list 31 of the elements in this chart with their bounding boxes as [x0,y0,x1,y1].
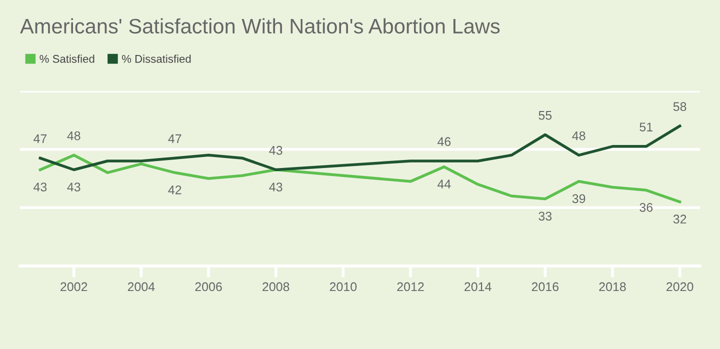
legend-label: % Dissatisfied [122,54,191,63]
data-label: 44 [437,180,451,188]
x-tick-label: 2008 [262,282,290,292]
x-tick-label: 2020 [666,282,694,292]
data-label: 33 [538,212,552,221]
data-label: 43 [269,182,282,192]
x-tick-label: 2002 [60,282,88,292]
data-label: 32 [673,214,686,224]
x-tick-label: 2006 [195,282,222,292]
x-tick-label: 2016 [532,282,559,292]
data-label: 47 [34,134,47,143]
x-tick-label: 2018 [599,282,626,292]
data-label: 55 [538,111,552,120]
data-label: 42 [168,185,182,194]
data-label: 47 [168,134,182,143]
x-tick-label: 2010 [330,282,357,292]
legend-label: % Satisfied [40,54,94,63]
x-tick-label: 2014 [464,282,492,292]
data-label: 43 [34,182,47,192]
data-label: 39 [572,194,586,204]
data-label: 43 [67,182,80,192]
data-label: 51 [640,122,652,132]
x-tick-label: 2012 [397,282,424,292]
data-label: 58 [673,102,686,112]
data-label: 48 [572,131,586,140]
data-label: 36 [640,202,653,212]
chart-title: Americans' Satisfaction With Nation's Abortion Laws [20,18,500,34]
data-label: 43 [269,146,282,155]
data-label: 46 [437,137,451,146]
data-label: 48 [67,131,80,140]
x-tick-label: 2004 [128,282,155,292]
